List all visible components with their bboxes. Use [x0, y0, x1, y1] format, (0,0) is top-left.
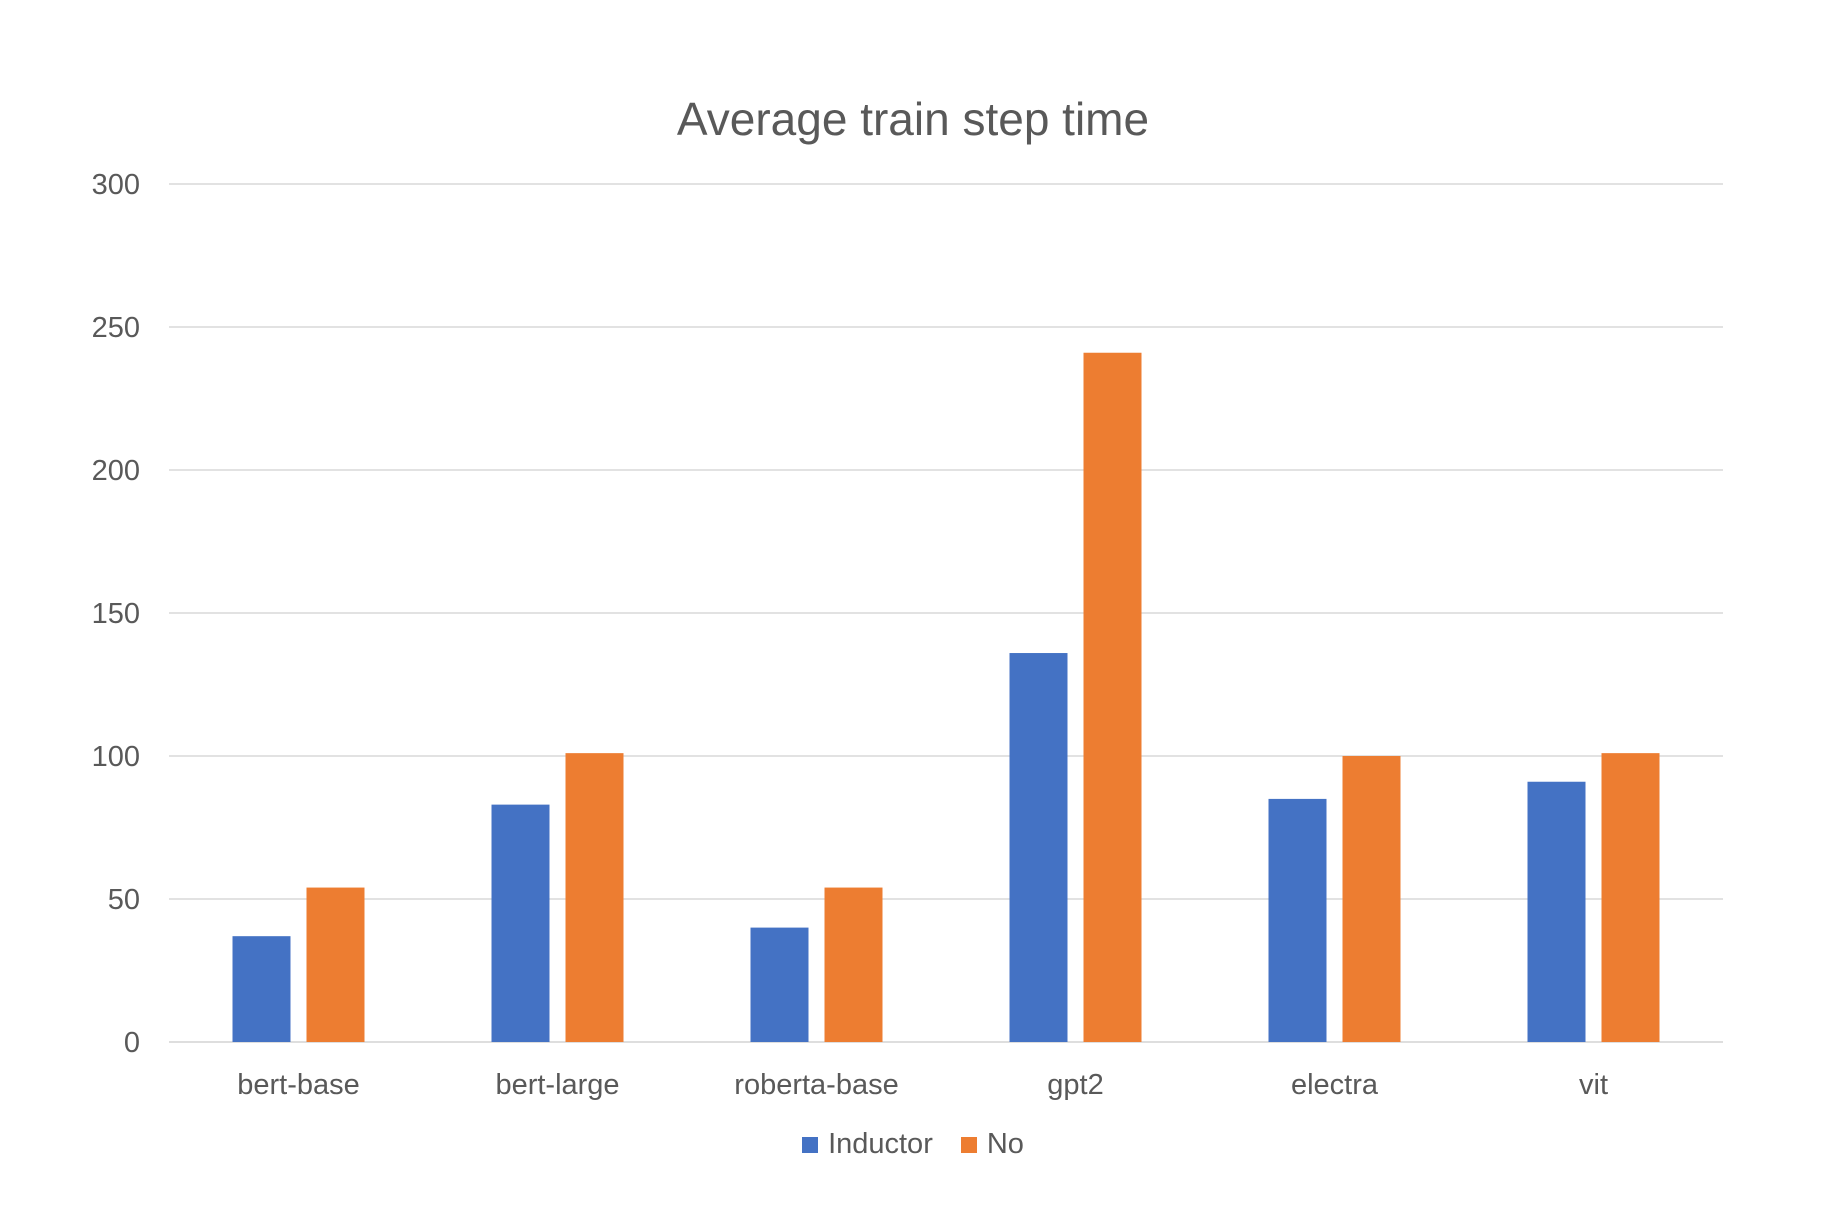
bar-no-bert-large — [566, 753, 624, 1042]
x-tick-label: bert-base — [237, 1069, 360, 1101]
legend-swatch-no — [961, 1137, 977, 1153]
legend-item-inductor: Inductor — [802, 1128, 933, 1161]
legend-label-no: No — [987, 1128, 1024, 1161]
gridlines — [169, 184, 1723, 1042]
y-tick-label: 0 — [124, 1027, 140, 1059]
y-tick-label: 200 — [92, 455, 140, 487]
bar-inductor-bert-large — [492, 805, 550, 1042]
bar-no-bert-base — [307, 888, 365, 1042]
bar-inductor-vit — [1528, 782, 1586, 1042]
bar-no-vit — [1602, 753, 1660, 1042]
bar-no-roberta-base — [825, 888, 883, 1042]
bar-inductor-bert-base — [233, 936, 291, 1042]
bar-inductor-roberta-base — [751, 928, 809, 1042]
x-tick-label: vit — [1579, 1069, 1608, 1101]
legend-swatch-inductor — [802, 1137, 818, 1153]
legend-label-inductor: Inductor — [828, 1128, 933, 1161]
x-tick-label: roberta-base — [734, 1069, 898, 1101]
bar-no-gpt2 — [1084, 353, 1142, 1042]
y-tick-label: 150 — [92, 598, 140, 630]
y-tick-label: 100 — [92, 741, 140, 773]
bar-inductor-electra — [1269, 799, 1327, 1042]
y-tick-label: 50 — [108, 884, 140, 916]
y-tick-label: 300 — [92, 169, 140, 201]
x-tick-label: bert-large — [495, 1069, 619, 1101]
x-axis-ticks: bert-base bert-large roberta-base gpt2 elect… — [237, 1069, 1608, 1101]
x-tick-label: gpt2 — [1047, 1069, 1103, 1101]
x-tick-label: electra — [1291, 1069, 1379, 1101]
legend-item-no: No — [961, 1128, 1024, 1161]
bars — [233, 353, 1660, 1042]
y-tick-label: 250 — [92, 312, 140, 344]
bar-inductor-gpt2 — [1010, 653, 1068, 1042]
legend: Inductor No — [0, 1128, 1826, 1161]
y-axis-ticks: 0 50 100 150 200 250 300 — [92, 169, 140, 1059]
bar-no-electra — [1343, 756, 1401, 1042]
